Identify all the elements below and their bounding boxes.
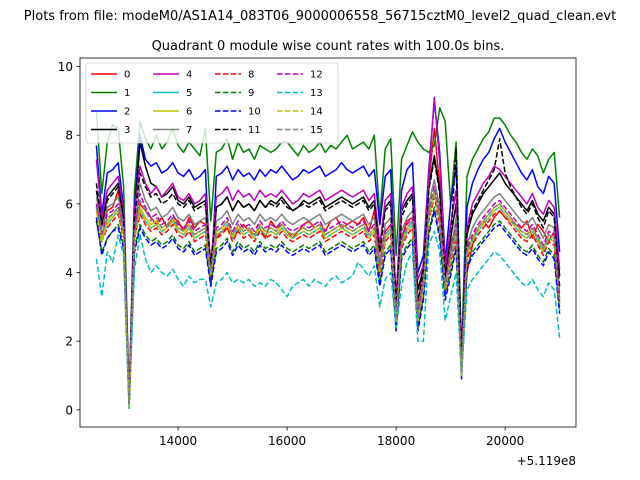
legend-label-14: 14 [310,107,323,118]
legend-label-9: 9 [248,88,254,99]
series-line-10 [95,209,561,408]
legend-label-6: 6 [186,107,192,118]
legend-frame [85,62,339,144]
legend-label-8: 8 [248,70,254,81]
y-tick-label-4: 8 [65,129,73,143]
y-tick-label-1: 2 [65,335,73,349]
series-line-15 [95,189,561,404]
series-line-3 [95,141,561,404]
legend-label-2: 2 [124,107,130,118]
series-line-9 [95,206,561,408]
y-tick-label-5: 10 [58,60,73,74]
y-tick-label-3: 6 [65,197,73,211]
legend-label-4: 4 [186,70,192,81]
x-tick-label-0: 14000 [159,434,197,448]
legend-label-0: 0 [124,70,130,81]
legend-label-15: 15 [310,125,323,136]
series-line-12 [95,185,561,404]
legend-label-7: 7 [186,125,192,136]
series-line-4 [95,96,561,401]
y-tick-label-0: 0 [65,403,73,417]
legend-label-10: 10 [248,107,261,118]
series-lines [95,96,561,411]
figure-suptitle: Plots from file: modeM0/AS1A14_083T06_90… [24,9,616,24]
chart-title: Quadrant 0 module wise count rates with … [152,39,505,54]
y-tick-label-2: 4 [65,266,73,280]
legend-label-5: 5 [186,88,192,99]
series-line-13 [95,230,561,411]
series-line-11 [95,137,561,404]
plot-border [79,57,577,428]
legend-label-12: 12 [310,70,323,81]
x-axis-offset-label: +5.119e8 [517,454,576,468]
series-line-7 [95,179,561,404]
x-tick-label-3: 20000 [486,434,524,448]
series-line-8 [95,196,561,408]
legend-label-3: 3 [124,125,130,136]
legend-label-1: 1 [124,88,130,99]
series-line-14 [95,192,561,408]
x-tick-label-1: 16000 [268,434,306,448]
legend-label-11: 11 [248,125,261,136]
x-tick-label-2: 18000 [377,434,415,448]
series-line-2 [95,100,561,401]
legend-label-13: 13 [310,88,323,99]
